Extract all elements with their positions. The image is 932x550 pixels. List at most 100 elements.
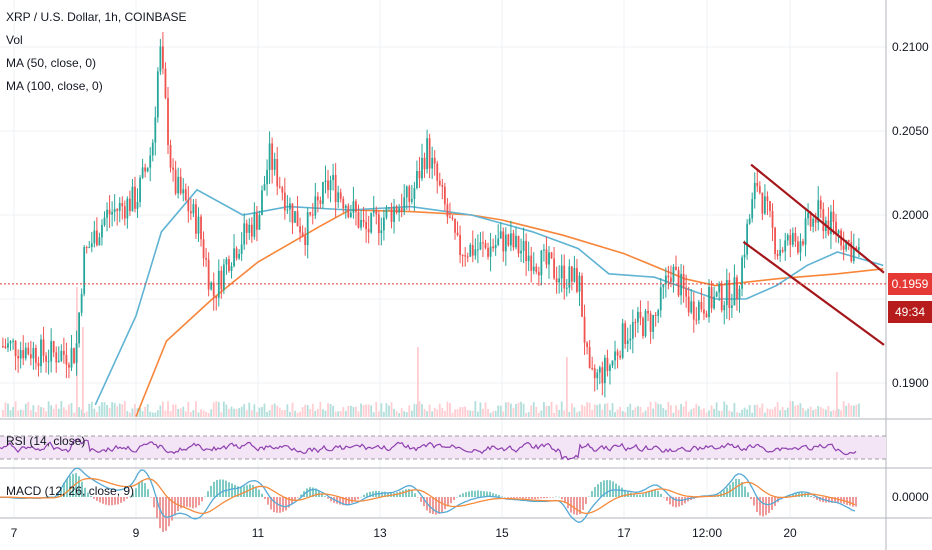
candle-body (405, 186, 408, 198)
candle-body (609, 365, 611, 371)
volume-bar (614, 412, 616, 417)
candle-body (421, 157, 423, 179)
vol-legend[interactable]: Vol (6, 33, 23, 47)
macd-histogram-bar (588, 496, 590, 498)
volume-bar (543, 402, 545, 417)
candle-body (377, 214, 380, 234)
candle-body (245, 223, 248, 233)
candle-body (746, 223, 749, 255)
ma100-legend[interactable]: MA (100, close, 0) (6, 79, 103, 93)
candle-body (527, 255, 530, 262)
macd-histogram-bar (558, 496, 560, 498)
candle-body (240, 244, 243, 254)
candle-body (408, 186, 411, 202)
volume-bar (240, 406, 243, 417)
ma50-legend[interactable]: MA (50, close, 0) (6, 56, 97, 70)
volume-bar (466, 409, 469, 417)
volume-bar (474, 401, 477, 417)
macd-histogram-bar (492, 493, 494, 497)
macd-histogram-bar (741, 482, 743, 497)
volume-bar (370, 405, 373, 417)
candle-body (616, 351, 619, 356)
volume-bar (794, 405, 797, 417)
volume-bar (217, 402, 220, 417)
macd-histogram-bar (369, 491, 371, 497)
volume-bar (433, 407, 436, 417)
candle-body (309, 212, 312, 215)
candle-body (283, 192, 286, 211)
candle-body (233, 248, 235, 267)
volume-bar (566, 357, 568, 417)
candle-body (164, 68, 167, 98)
macd-histogram-bar (273, 497, 275, 513)
candle-body (418, 171, 421, 179)
volume-bar (400, 408, 403, 417)
volume-bar (304, 404, 307, 417)
volume-bar (504, 402, 507, 417)
volume-bar (756, 404, 759, 417)
volume-bar (687, 411, 690, 417)
candle-body (14, 340, 17, 357)
volume-bar (195, 401, 197, 417)
candle-body (316, 196, 319, 201)
candle-body (769, 201, 771, 211)
candle-body (596, 372, 599, 379)
volume-bar (349, 405, 352, 417)
macd-histogram-bar (636, 494, 638, 497)
macd-legend[interactable]: MACD (12, 26, close, 9) (6, 484, 135, 498)
macd-histogram-bar (522, 497, 524, 499)
volume-bar (360, 403, 362, 417)
candle-body (494, 244, 497, 249)
volume-bar (583, 406, 586, 417)
volume-bar (603, 403, 606, 417)
symbol-title[interactable]: XRP / U.S. Dollar, 1h, COINBASE (6, 10, 187, 24)
candle-body (182, 189, 185, 194)
macd-histogram-bar (120, 497, 122, 503)
volume-bar (281, 410, 284, 417)
volume-bar (380, 403, 383, 417)
macd-histogram-bar (150, 497, 152, 498)
volume-bar (611, 403, 614, 417)
volume-bar (362, 405, 365, 417)
macd-histogram-bar (618, 485, 620, 497)
macd-histogram-bar (672, 497, 674, 507)
candle-body (581, 275, 583, 317)
candle-body (342, 198, 345, 209)
candle-body (558, 278, 561, 283)
volume-bar (177, 408, 180, 417)
candle-body (593, 368, 596, 379)
macd-histogram-bar (501, 496, 503, 497)
candle-body (812, 218, 815, 227)
candle-body (339, 192, 342, 199)
candle-body (289, 203, 291, 210)
candle-body (167, 97, 169, 146)
volume-bar (713, 408, 715, 417)
candle-body (304, 235, 307, 246)
volume-bar (776, 402, 779, 417)
volume-bar (606, 403, 609, 417)
candle-body (45, 355, 47, 362)
candle-body (426, 138, 428, 170)
volume-bar (586, 402, 588, 417)
candle-body (520, 250, 522, 254)
volume-bar (410, 410, 413, 417)
macd-histogram-bar (165, 497, 167, 531)
candle-body (281, 187, 284, 193)
macd-histogram-bar (462, 493, 464, 497)
volume-bar (347, 405, 350, 417)
volume-bar (311, 403, 314, 417)
volume-bar (705, 412, 708, 417)
candle-body (118, 203, 121, 211)
volume-bar (520, 401, 522, 417)
macd-histogram-bar (261, 493, 263, 497)
volume-bar (578, 411, 581, 417)
rsi-legend[interactable]: RSI (14, close) (6, 434, 86, 448)
candle-body (492, 246, 495, 249)
macd-histogram-bar (204, 496, 206, 498)
price-tick-label: 0.1900 (892, 376, 929, 390)
volume-bar (710, 405, 713, 417)
candle-body (423, 157, 426, 170)
volume-bar (233, 408, 235, 417)
volume-bar (144, 406, 147, 417)
